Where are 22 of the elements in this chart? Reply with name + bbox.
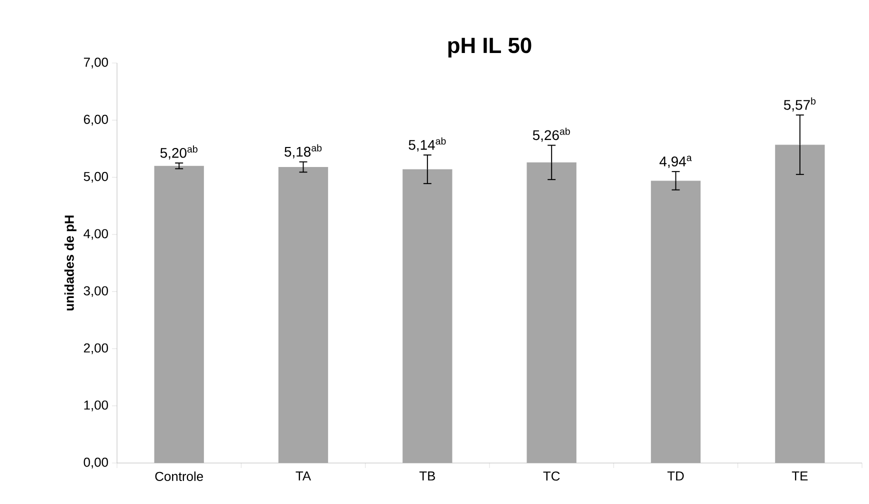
y-tick-label: 0,00 (84, 458, 108, 468)
chart-title: pH IL 50 (448, 38, 532, 58)
data-label: 5,26$^{ab}$ (532, 128, 570, 142)
y-tick-label: 3,00 (84, 286, 108, 297)
y-tick-label: 6,00 (84, 114, 108, 126)
x-tick-label: TE (792, 472, 808, 480)
y-axis-title: unidades de pH (64, 216, 76, 310)
y-tick-label: 1,00 (84, 400, 108, 412)
data-label: 5,57$^{b}$ (784, 97, 816, 112)
y-tick-label: 2,00 (84, 343, 108, 354)
data-label: 5,14$^{ab}$ (408, 137, 446, 152)
data-label: 4,94$^{a}$ (660, 156, 692, 168)
y-tick-label: 7,00 (84, 58, 108, 68)
x-tick-label: Controle (155, 471, 203, 482)
data-label: 5,18$^{ab}$ (284, 144, 322, 158)
x-tick-label: TA (296, 472, 312, 480)
y-tick-label: 4,00 (84, 229, 108, 240)
x-tick-label: TC (543, 472, 560, 481)
y-tick-label: 5,00 (84, 172, 108, 183)
x-tick-label: TB (419, 472, 436, 480)
x-tick-label: TD (667, 472, 684, 480)
data-label: 5,20$^{ab}$ (160, 145, 198, 160)
